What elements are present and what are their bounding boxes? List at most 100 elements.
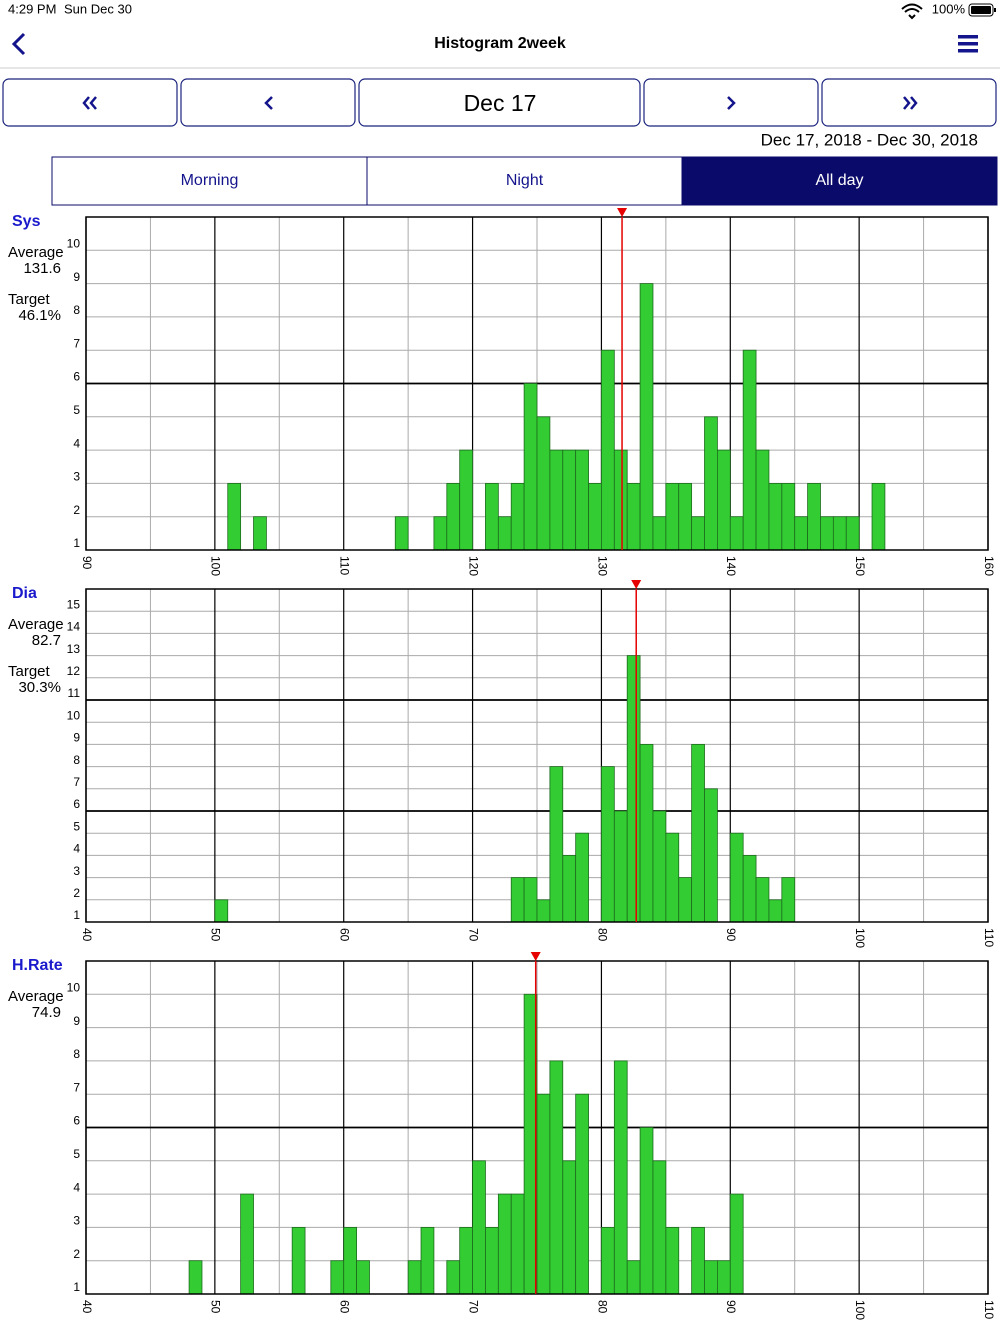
average-value: 74.9: [32, 1004, 61, 1021]
bar: [729, 1193, 744, 1295]
menu-button[interactable]: [958, 35, 978, 53]
bar: [691, 744, 705, 923]
x-tick-label: 140: [724, 556, 738, 576]
y-tick-label: 10: [67, 980, 81, 994]
x-tick-label: 50: [209, 928, 223, 942]
segment[interactable]: [51, 156, 368, 206]
bar: [446, 482, 461, 551]
bar: [613, 1060, 628, 1295]
status-date: Sun Dec 30: [64, 1, 132, 16]
bar: [639, 1127, 654, 1295]
bar: [562, 855, 577, 923]
nav-title: Histogram 2week: [434, 35, 566, 52]
average-marker: [631, 580, 642, 589]
bar: [433, 516, 448, 551]
average-marker: [617, 208, 628, 217]
bar: [562, 1160, 577, 1295]
bar: [832, 516, 847, 551]
bar: [755, 449, 770, 551]
bar: [781, 877, 796, 923]
x-tick-label: 100: [853, 928, 867, 948]
x-tick-label: 60: [338, 1300, 352, 1314]
bar: [729, 516, 744, 551]
y-tick-label: 13: [67, 642, 81, 656]
bar: [626, 482, 641, 551]
segment-label: Night: [506, 172, 544, 189]
bar: [601, 1227, 615, 1295]
y-tick-label: 4: [73, 436, 80, 450]
x-tick-label: 150: [853, 556, 867, 576]
y-tick-label: 1: [73, 536, 80, 550]
current-button[interactable]: [358, 78, 641, 127]
battery-icon: [968, 3, 996, 17]
y-tick-label: 12: [67, 664, 81, 678]
bar: [613, 449, 628, 551]
bar: [755, 877, 770, 923]
y-tick-label: 10: [67, 236, 81, 250]
segment[interactable]: [366, 156, 683, 206]
segment[interactable]: [681, 156, 998, 206]
bar: [742, 349, 757, 551]
bar: [343, 1227, 358, 1295]
bar: [820, 516, 834, 551]
bar: [665, 832, 680, 923]
bar: [704, 1260, 718, 1295]
bar: [626, 1260, 641, 1295]
y-tick-label: 9: [73, 270, 80, 284]
bar: [523, 383, 538, 551]
next-button[interactable]: [643, 78, 819, 127]
chart-title: Dia: [12, 585, 37, 602]
chart-title: H.Rate: [12, 957, 63, 974]
x-tick-label: 70: [466, 1300, 480, 1314]
bar: [549, 449, 564, 551]
y-tick-label: 10: [67, 708, 81, 722]
bar: [691, 1227, 705, 1295]
x-tick-label: 90: [724, 1300, 738, 1314]
y-tick-label: 11: [68, 686, 81, 700]
y-tick-label: 8: [73, 1047, 80, 1061]
bar: [639, 744, 654, 923]
date-range: Dec 17, 2018 - Dec 30, 2018: [761, 130, 978, 149]
average-label: Average: [8, 988, 64, 1005]
bar: [549, 766, 564, 923]
y-tick-label: 2: [73, 1247, 80, 1261]
back-button[interactable]: [11, 32, 26, 56]
x-tick-label: 80: [595, 1300, 609, 1314]
y-tick-label: 7: [73, 775, 80, 789]
average-label: Average: [8, 616, 64, 633]
plot-frame: [85, 588, 989, 923]
bar: [291, 1227, 306, 1295]
pager-arrows: [82, 96, 918, 110]
y-tick-label: 8: [73, 303, 80, 317]
x-tick-label: 130: [595, 556, 609, 576]
current-period: Dec 17: [464, 90, 537, 116]
y-tick-label: 6: [73, 1114, 80, 1128]
y-tick-label: 4: [73, 1180, 80, 1194]
bar: [227, 482, 242, 551]
y-tick-label: 4: [73, 842, 80, 856]
bar: [459, 449, 473, 551]
y-tick-label: 1: [73, 908, 80, 922]
bar: [717, 1260, 731, 1295]
bar: [394, 516, 409, 551]
bar: [407, 1260, 422, 1295]
x-tick-label: 100: [209, 556, 223, 576]
bar: [768, 899, 783, 923]
bar: [781, 482, 796, 551]
y-tick-label: 3: [73, 1214, 80, 1228]
bar: [742, 855, 757, 923]
y-tick-label: 5: [73, 819, 80, 833]
bar: [253, 516, 267, 551]
bar: [613, 810, 628, 923]
bar: [510, 1193, 525, 1295]
average-label: Average: [8, 244, 64, 261]
y-tick-label: 15: [67, 597, 81, 611]
target-label: Target: [8, 663, 51, 680]
bar: [678, 877, 693, 923]
y-tick-label: 2: [73, 503, 80, 517]
x-tick-label: 70: [466, 928, 480, 942]
x-tick-label: 110: [982, 928, 996, 947]
bar: [601, 349, 615, 551]
bar: [497, 1193, 512, 1295]
